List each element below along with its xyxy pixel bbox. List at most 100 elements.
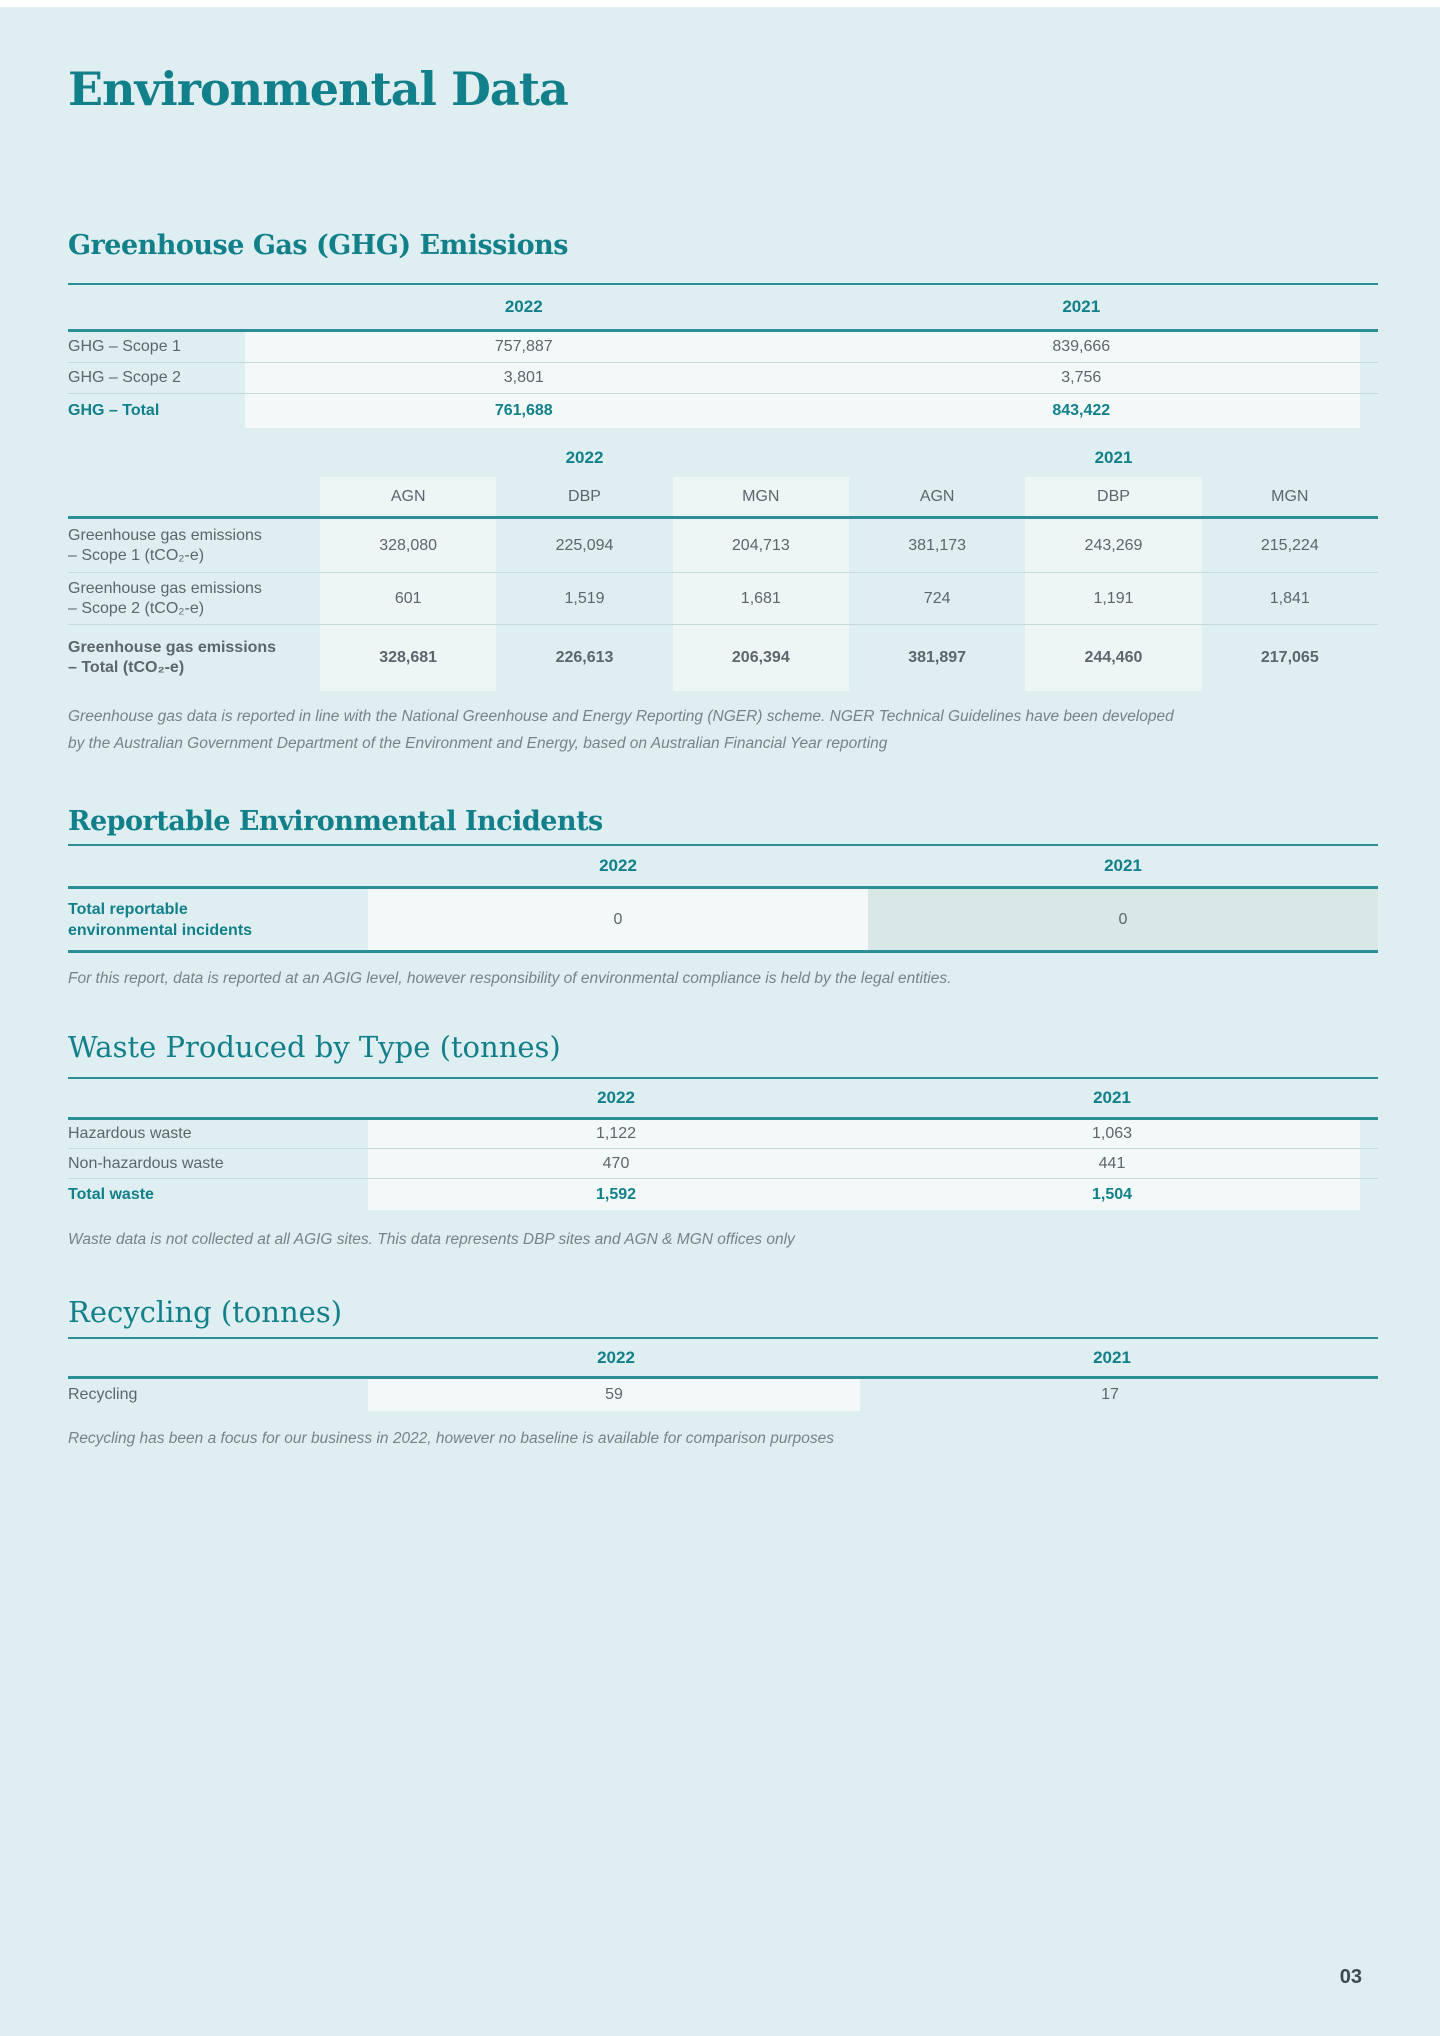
section-incidents: Reportable Environmental Incidents 2022 … [68,806,1378,992]
entity-header-row: AGN DBP MGN AGN DBP MGN [68,477,1378,516]
footnote-waste: Waste data is not collected at all AGIG … [68,1231,795,1248]
cell-value: 1,063 [1091,1125,1133,1142]
cell-value: 381,173 [908,536,967,554]
year-header-2022: 2022 [597,1347,635,1367]
table-year-header: 2022 2021 [68,1079,1360,1117]
table-row: Recycling 59 17 [68,1379,1378,1411]
heading-rule [68,1337,1378,1339]
table-header-rule [68,1117,1378,1120]
year-header-2022: 2022 [504,297,543,316]
cell-value: 1,681 [672,573,849,624]
table-row: GHG – Scope 1 757,887 839,666 [68,332,1378,363]
cell-value: 1,191 [1025,573,1202,624]
cell-value: 1,592 [595,1185,637,1203]
table-row: Total reportable environmental incidents… [68,889,1378,950]
table-year-header: 2022 2021 [68,846,1378,886]
heading-rule [68,283,1378,285]
row-label: GHG – Scope 1 [68,338,181,355]
cell-value: 328,080 [320,519,497,572]
table-row: Greenhouse gas emissions – Scope 2 (tCO₂… [68,573,1378,625]
cell-value: 244,460 [1025,625,1202,691]
table-ghg-by-entity: 2022 2021 AGN DBP MGN AGN DBP MGN Greenh… [68,444,1378,691]
cell-value: 204,713 [672,519,849,572]
table-row: Non-hazardous waste 470 441 [68,1149,1378,1179]
footnote-incidents: For this report, data is reported at an … [68,970,952,987]
year-header-2021: 2021 [1093,1088,1131,1107]
cell-value: 1,519 [564,589,605,607]
table-bottom-rule [68,950,1378,953]
cell-value: 243,269 [1025,519,1202,572]
footnote-ghg: Greenhouse gas data is reported in line … [68,708,1174,752]
page-number: 03 [1339,1966,1362,1988]
heading-rule [68,1077,1378,1079]
page-top-strip [0,0,1440,7]
table-row-total: Greenhouse gas emissions – Total (tCO₂-e… [68,625,1378,691]
section-recycling: Recycling (tonnes) 2022 2021 Recycling 5… [68,1295,1378,1452]
cell-value: 3,756 [1061,369,1102,386]
entity-header: AGN [320,477,497,516]
cell-value: 381,897 [908,649,967,666]
table-row: Greenhouse gas emissions – Scope 1 (tCO₂… [68,519,1378,573]
cell-value: 225,094 [555,536,614,554]
section-heading-ghg: Greenhouse Gas (GHG) Emissions [68,230,568,261]
row-label: GHG – Scope 2 [68,369,181,386]
table-year-header: 2022 2021 [68,285,1360,329]
cell-value: 1,122 [595,1125,637,1142]
cell-value: 441 [1098,1154,1126,1172]
table-header-rule [68,329,1378,332]
cell-value: 3,801 [503,369,544,386]
cell-value: 328,681 [320,625,497,691]
table-row: Hazardous waste 1,122 1,063 [68,1120,1378,1149]
cell-value: 0 [868,889,1378,950]
row-label: Recycling [68,1386,138,1403]
year-header-2021: 2021 [1093,1347,1131,1367]
cell-value: 226,613 [555,649,614,666]
row-label: Hazardous waste [68,1125,192,1142]
row-label: Greenhouse gas emissions – Total (tCO₂-e… [68,639,277,676]
table-header-rule [68,886,1378,889]
cell-value: 1,841 [1269,589,1310,607]
row-label: Total reportable environmental incidents [68,900,253,939]
year-header-2022: 2022 [597,1088,635,1107]
cell-value: 217,065 [1260,649,1319,666]
table-row-total: GHG – Total 761,688 843,422 [68,394,1378,428]
cell-value: 59 [368,1379,860,1411]
year-header-2022: 2022 [599,856,637,875]
entity-header: DBP [568,487,601,505]
row-label: Non-hazardous waste [68,1154,224,1172]
footnote-recycling: Recycling has been a focus for our busin… [68,1430,834,1447]
table-row-total: Total waste 1,592 1,504 [68,1179,1378,1210]
year-header-2021: 2021 [1104,856,1142,875]
entity-header: DBP [1025,477,1202,516]
cell-value: 470 [602,1154,630,1172]
section-ghg: Greenhouse Gas (GHG) Emissions 2022 2021… [68,230,1378,428]
cell-value: 724 [923,589,951,607]
cell-value: 761,688 [494,402,553,419]
table-ghg-summary: 2022 2021 GHG – Scope 1 757,887 839,666 … [68,285,1378,428]
section-heading-incidents: Reportable Environmental Incidents [68,806,603,837]
entity-header: AGN [919,487,955,505]
entity-header: MGN [672,477,849,516]
row-label: Greenhouse gas emissions – Scope 1 (tCO₂… [68,526,262,564]
entity-header: MGN [1271,487,1309,505]
year-header-2021: 2021 [1062,297,1101,316]
cell-value: 0 [368,889,868,950]
heading-rule [68,844,1378,846]
section-heading-waste: Waste Produced by Type (tonnes) [68,1030,561,1064]
cell-value: 843,422 [1052,402,1111,419]
cell-value: 17 [1101,1386,1119,1403]
cell-value: 215,224 [1260,536,1319,554]
cell-value: 839,666 [1052,338,1111,355]
cell-value: 1,504 [1091,1185,1133,1203]
row-label: GHG – Total [68,402,160,419]
table-header-rule [68,516,1378,519]
cell-value: 601 [320,573,497,624]
row-label: Total waste [68,1185,154,1203]
table-year-header: 2022 2021 [68,444,1378,472]
table-row: GHG – Scope 2 3,801 3,756 [68,363,1378,394]
cell-value: 206,394 [672,625,849,691]
table-year-header: 2022 2021 [68,1339,1360,1376]
cell-value: 757,887 [494,338,553,355]
table-header-rule [68,1376,1378,1379]
